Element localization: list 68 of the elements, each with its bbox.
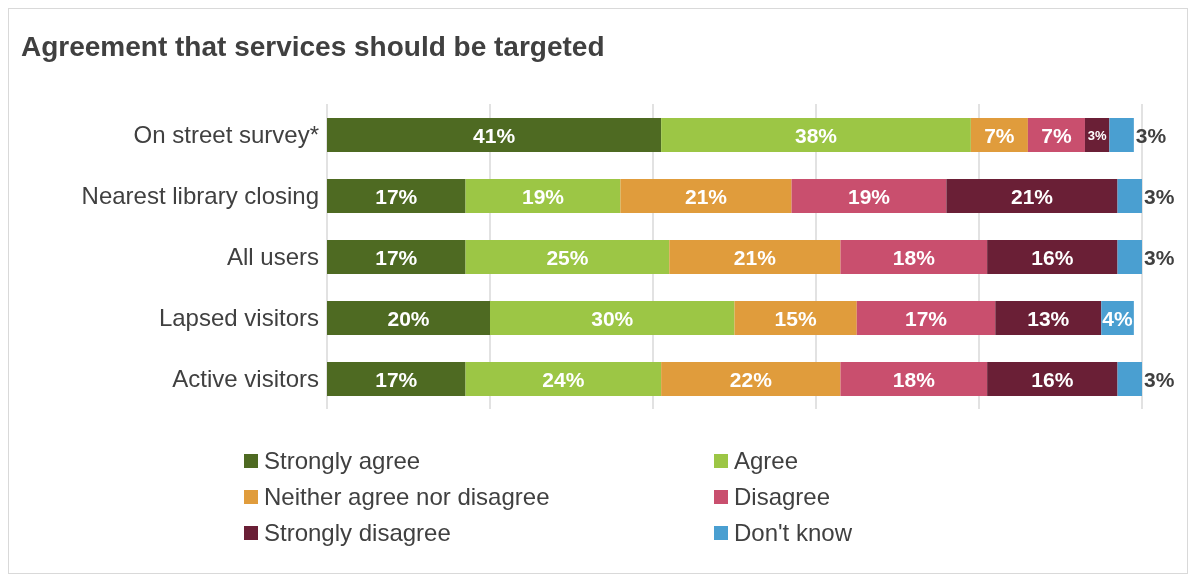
bar [987, 240, 1118, 274]
bar [465, 362, 662, 396]
bar [856, 301, 996, 335]
data-label: 3% [1144, 184, 1175, 208]
legend-label: Neither agree nor disagree [264, 483, 550, 511]
bar [1109, 118, 1134, 152]
bar [327, 179, 466, 213]
data-label: 13% [1027, 306, 1070, 330]
data-label: 17% [375, 184, 418, 208]
bar [661, 118, 971, 152]
data-label: 24% [542, 367, 585, 391]
bar [327, 362, 466, 396]
data-label: 19% [521, 184, 565, 208]
legend-label: Disagree [734, 483, 831, 511]
bar [840, 362, 988, 396]
data-label: 21% [684, 184, 728, 208]
bar [327, 301, 490, 335]
bar [465, 179, 621, 213]
bar [995, 301, 1102, 335]
data-label: 20% [387, 306, 430, 330]
legend-label: Don't know [734, 519, 852, 547]
bar [327, 240, 466, 274]
data-label: 21% [733, 245, 777, 269]
data-label: 3% [1144, 367, 1175, 391]
data-label: 19% [847, 184, 891, 208]
data-label: 41% [473, 123, 516, 147]
data-label: 38% [794, 123, 838, 147]
data-label: 25% [546, 245, 589, 269]
legend-label: Agree [734, 447, 799, 475]
y-tick-label: All users [226, 243, 319, 271]
data-label: 15% [774, 306, 817, 330]
y-tick-label: Lapsed visitors [158, 304, 319, 332]
bar [987, 362, 1118, 396]
data-label: 3% [1135, 123, 1167, 147]
bar [490, 301, 735, 335]
bar [669, 240, 841, 274]
data-label: 3% [1144, 245, 1175, 269]
data-label: 4% [1102, 306, 1134, 330]
data-label: 7% [1041, 123, 1072, 147]
bar [734, 301, 857, 335]
data-label: 16% [1031, 367, 1074, 391]
legend-label: Strongly disagree [264, 519, 451, 547]
chart-title: Agreement that services should be targeted [21, 31, 605, 63]
bar [661, 362, 841, 396]
data-label: 17% [905, 306, 948, 330]
bar [620, 179, 792, 213]
data-label: 21% [1010, 184, 1054, 208]
bar [946, 179, 1118, 213]
data-label: 16% [1031, 245, 1074, 269]
data-label: 18% [892, 367, 936, 391]
y-tick-label: Nearest library closing [81, 182, 319, 210]
data-label: 22% [729, 367, 773, 391]
bar [1117, 179, 1142, 213]
data-label: 18% [892, 245, 936, 269]
y-tick-label: Active visitors [172, 365, 319, 393]
data-label: 30% [591, 306, 634, 330]
data-label: 3% [1087, 127, 1108, 143]
bar [1117, 362, 1142, 396]
data-label: 17% [375, 245, 418, 269]
data-label: 17% [375, 367, 418, 391]
bar [791, 179, 947, 213]
legend-label: Strongly agree [264, 447, 421, 475]
bar [840, 240, 988, 274]
data-label: 7% [984, 123, 1015, 147]
bar [465, 240, 670, 274]
y-tick-label: On street survey* [133, 121, 319, 149]
bar [327, 118, 662, 152]
bar [1117, 240, 1142, 274]
